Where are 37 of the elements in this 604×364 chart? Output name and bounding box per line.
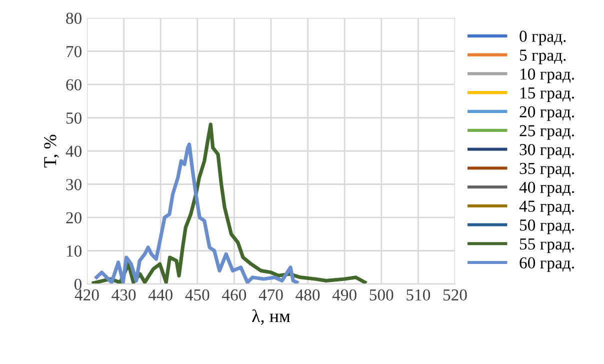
legend-label: 25 град.	[520, 125, 574, 140]
x-tick-label: 420	[74, 289, 99, 301]
legend-label: 50 град.	[520, 220, 574, 234]
y-tick-label: 20	[66, 212, 82, 224]
line-series	[94, 142, 299, 284]
x-tick-label: 430	[112, 289, 136, 301]
legend-label: 15 град.	[520, 87, 574, 102]
legend-label: 20 град.	[520, 106, 574, 121]
legend-label: 0 град.	[520, 30, 566, 46]
y-tick-label: 80	[66, 12, 82, 24]
x-tick-label: 480	[296, 289, 320, 301]
legend-label: 45 град.	[519, 200, 574, 216]
x-tick-label: 500	[370, 289, 394, 301]
x-tick-label: 450	[185, 289, 210, 301]
y-tick-label: 30	[66, 178, 82, 190]
x-tick-label: 470	[258, 289, 283, 301]
y-tick-label: 70	[66, 46, 82, 58]
legend-label: 60 град.	[520, 257, 574, 272]
legend-label: 30 град.	[520, 144, 574, 159]
y-tick-label: 50	[66, 112, 82, 124]
y-tick-label: 10	[66, 245, 82, 257]
x-tick-label: 520	[443, 289, 467, 301]
legend-label: 55 град.	[520, 238, 574, 254]
x-axis-title: λ, нм	[252, 309, 290, 325]
y-tick-label: 40	[66, 146, 82, 157]
legend-label: 5 град.	[520, 50, 566, 64]
x-tick-label: 490	[332, 289, 356, 301]
line-series	[92, 122, 367, 284]
y-axis-title: T, %	[44, 134, 59, 168]
x-tick-label: 460	[222, 289, 246, 301]
x-tick-label: 510	[406, 289, 430, 301]
legend-label: 10 град.	[520, 68, 574, 84]
legend-label: 40 град.	[519, 182, 574, 196]
x-tick-label: 440	[148, 289, 172, 301]
y-tick-label: 0	[74, 278, 82, 290]
y-tick-label: 60	[66, 79, 82, 90]
legend-label: 35 град.	[520, 162, 574, 178]
